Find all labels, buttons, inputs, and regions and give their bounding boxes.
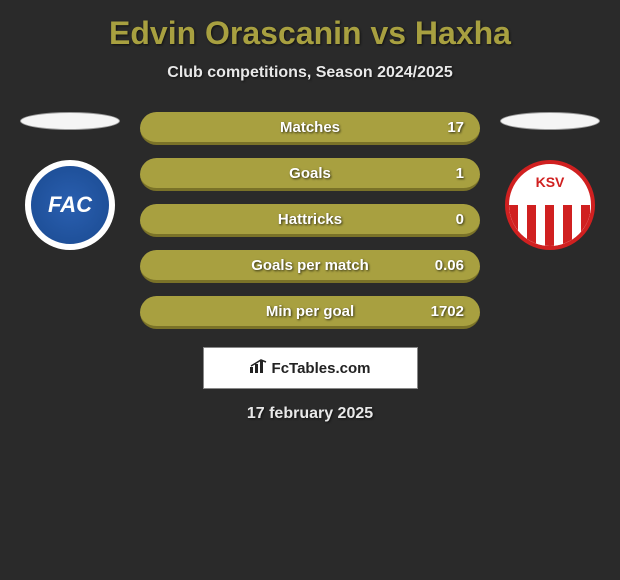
comparison-card: Edvin Orascanin vs Haxha Club competitio… xyxy=(0,0,620,433)
stat-value-right: 17 xyxy=(447,119,464,136)
page-title: Edvin Orascanin vs Haxha xyxy=(0,15,620,52)
chart-icon xyxy=(250,359,268,378)
stat-label: Matches xyxy=(280,119,340,136)
stat-value-right: 0 xyxy=(456,211,464,228)
stat-value-right: 1702 xyxy=(431,303,464,320)
brand-text: FcTables.com xyxy=(272,360,371,377)
main-row: Matches 17 Goals 1 Hattricks 0 Goals per… xyxy=(0,112,620,329)
club-logo-right xyxy=(505,160,595,250)
stat-value-right: 0.06 xyxy=(435,257,464,274)
club-logo-left xyxy=(25,160,115,250)
player-left-column xyxy=(15,112,125,250)
stat-bar-goals: Goals 1 xyxy=(140,158,480,191)
stats-list: Matches 17 Goals 1 Hattricks 0 Goals per… xyxy=(140,112,480,329)
stat-bar-matches: Matches 17 xyxy=(140,112,480,145)
country-flag-right xyxy=(500,112,600,130)
stat-label: Hattricks xyxy=(278,211,342,228)
footer-date: 17 february 2025 xyxy=(0,405,620,423)
brand-box[interactable]: FcTables.com xyxy=(203,347,418,389)
player-right-column xyxy=(495,112,605,250)
stat-label: Goals xyxy=(289,165,331,182)
page-subtitle: Club competitions, Season 2024/2025 xyxy=(0,64,620,82)
stat-bar-hattricks: Hattricks 0 xyxy=(140,204,480,237)
country-flag-left xyxy=(20,112,120,130)
stat-label: Min per goal xyxy=(266,303,354,320)
stat-label: Goals per match xyxy=(251,257,369,274)
stat-value-right: 1 xyxy=(456,165,464,182)
stat-bar-gpm: Goals per match 0.06 xyxy=(140,250,480,283)
stat-bar-mpg: Min per goal 1702 xyxy=(140,296,480,329)
